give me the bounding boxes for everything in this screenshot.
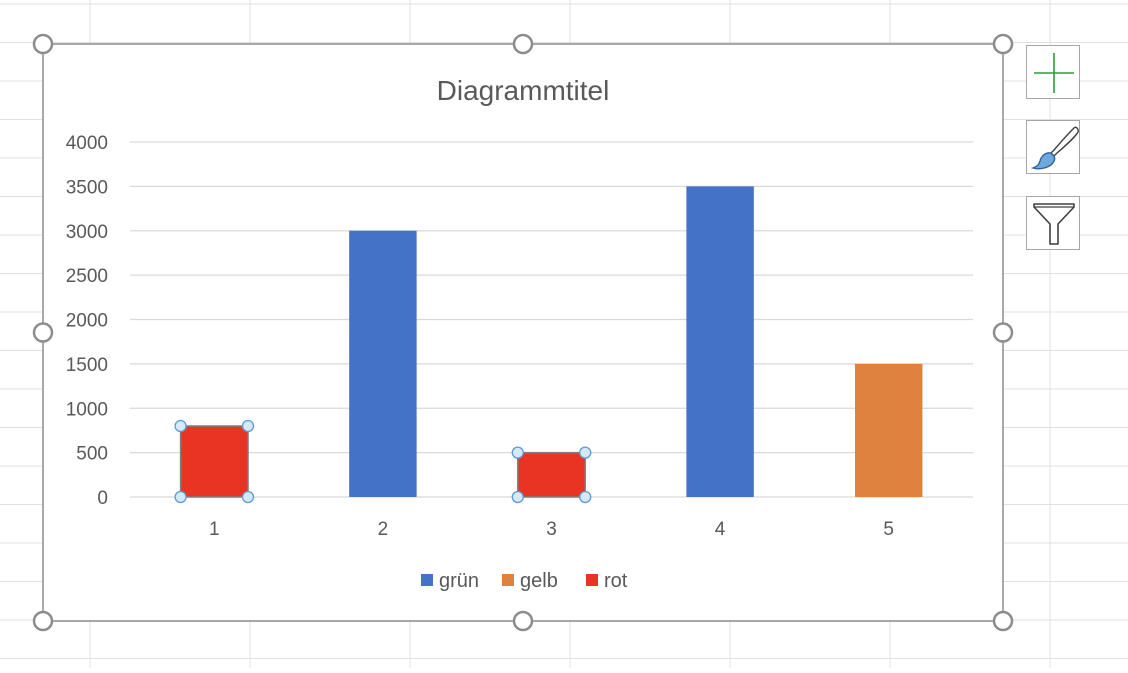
chart-styles-button[interactable] [1026, 120, 1080, 174]
y-tick-label: 3000 [66, 222, 108, 243]
x-tick-label: 5 [883, 519, 894, 540]
bar-5[interactable] [854, 363, 923, 497]
y-tick-label: 500 [76, 444, 108, 465]
chart-filters-button[interactable] [1026, 196, 1080, 250]
y-tick-label: 4000 [66, 133, 108, 154]
bar-selection-handle[interactable] [511, 446, 524, 459]
y-tick-label: 2000 [66, 311, 108, 332]
resize-handle[interactable] [32, 610, 54, 632]
resize-handle[interactable] [992, 33, 1014, 55]
x-tick-label: 3 [546, 519, 557, 540]
legend-swatch [586, 574, 598, 586]
x-tick-label: 2 [378, 519, 389, 540]
bar-3[interactable] [517, 451, 586, 498]
y-axis-tick-labels: 0 500 1000 1500 2000 2500 3000 3500 4000 [66, 133, 108, 509]
bar-1[interactable] [179, 425, 249, 498]
y-tick-label: 2500 [66, 266, 108, 287]
bar-4[interactable] [686, 186, 754, 497]
chart-legend[interactable]: grün gelb rot [421, 570, 628, 592]
bar-selection-handle[interactable] [511, 490, 524, 504]
bar-selection-handle[interactable] [241, 490, 255, 504]
resize-handle[interactable] [32, 33, 54, 55]
legend-entry[interactable]: gelb [520, 570, 558, 592]
bar-selection-handle[interactable] [579, 446, 592, 459]
paintbrush-icon [1030, 126, 1079, 170]
bar-2[interactable] [349, 230, 417, 497]
chart-title[interactable]: Diagrammtitel [437, 75, 610, 106]
legend-entry[interactable]: rot [604, 570, 628, 592]
x-axis-tick-labels: 1 2 3 4 5 [209, 519, 894, 540]
bar-selection-handle[interactable] [174, 490, 187, 504]
y-tick-label: 3500 [66, 177, 108, 198]
legend-swatch [502, 574, 514, 586]
bar-selection-handle[interactable] [174, 419, 187, 433]
y-tick-label: 1500 [66, 355, 108, 376]
funnel-icon [1033, 203, 1075, 245]
resize-handle[interactable] [512, 610, 534, 632]
selection-handles[interactable] [174, 419, 592, 504]
resize-handle[interactable] [512, 33, 534, 55]
chart-resize-handles[interactable] [32, 33, 1014, 632]
y-tick-label: 0 [97, 488, 108, 509]
resize-handle[interactable] [32, 322, 54, 343]
legend-entry[interactable]: grün [439, 570, 479, 592]
bar-selection-handle[interactable] [241, 419, 255, 433]
chart-elements-button[interactable] [1026, 45, 1080, 99]
chart-area[interactable] [42, 43, 1004, 622]
y-tick-label: 1000 [66, 399, 108, 420]
x-tick-label: 4 [715, 519, 726, 540]
resize-handle[interactable] [992, 322, 1014, 343]
legend-swatch [421, 574, 433, 586]
x-tick-label: 1 [209, 519, 220, 540]
plus-icon [1034, 53, 1074, 93]
chart-bars[interactable] [179, 186, 923, 498]
bar-selection-handle[interactable] [579, 490, 592, 504]
resize-handle[interactable] [992, 610, 1014, 632]
